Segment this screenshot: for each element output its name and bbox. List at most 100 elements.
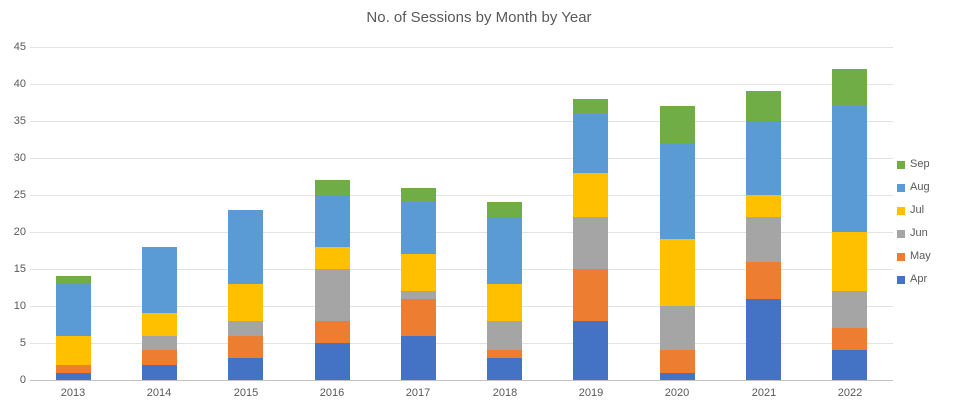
- bar-segment-2014-jul[interactable]: [142, 313, 177, 336]
- legend-item-aug[interactable]: Aug: [897, 176, 931, 199]
- legend-item-jun[interactable]: Jun: [897, 222, 931, 245]
- legend-item-apr[interactable]: Apr: [897, 268, 931, 291]
- bar-segment-2013-aug[interactable]: [56, 284, 91, 336]
- bar-segment-2014-may[interactable]: [142, 350, 177, 365]
- gridline: [30, 121, 893, 122]
- y-axis-tick-label: 30: [13, 152, 26, 164]
- bar-segment-2018-jul[interactable]: [487, 284, 522, 321]
- y-axis-tick-label: 25: [13, 189, 26, 201]
- bar-segment-2019-sep[interactable]: [573, 99, 608, 114]
- bar-segment-2022-sep[interactable]: [832, 69, 867, 106]
- bar-segment-2021-jun[interactable]: [746, 217, 781, 262]
- y-axis-tick-label: 40: [13, 78, 26, 90]
- bar-segment-2014-apr[interactable]: [142, 365, 177, 380]
- bar-segment-2015-apr[interactable]: [228, 358, 263, 380]
- bar-segment-2020-apr[interactable]: [660, 373, 695, 380]
- bar-segment-2017-jun[interactable]: [401, 291, 436, 299]
- legend-swatch-icon: [897, 206, 905, 215]
- gridline: [30, 84, 893, 85]
- bar-segment-2018-aug[interactable]: [487, 217, 522, 284]
- legend-swatch-icon: [897, 229, 905, 238]
- bar-segment-2015-aug[interactable]: [228, 210, 263, 284]
- gridline: [30, 343, 893, 344]
- bar-segment-2019-aug[interactable]: [573, 114, 608, 173]
- bar-segment-2019-jun[interactable]: [573, 217, 608, 269]
- bar-segment-2022-aug[interactable]: [832, 106, 867, 232]
- legend-label: Jun: [910, 227, 928, 239]
- bar-segment-2017-may[interactable]: [401, 299, 436, 336]
- x-axis-tick-label: 2014: [146, 387, 172, 399]
- bar-segment-2013-apr[interactable]: [56, 373, 91, 380]
- gridline: [30, 232, 893, 233]
- bar-segment-2021-jul[interactable]: [746, 195, 781, 217]
- gridline: [30, 195, 893, 196]
- bar-segment-2015-jul[interactable]: [228, 284, 263, 321]
- bar-segment-2016-may[interactable]: [315, 321, 350, 343]
- y-axis-tick-label: 35: [13, 115, 26, 127]
- bar-segment-2016-apr[interactable]: [315, 343, 350, 380]
- bar-segment-2018-may[interactable]: [487, 350, 522, 358]
- bar-segment-2019-jul[interactable]: [573, 173, 608, 217]
- bar-segment-2020-sep[interactable]: [660, 106, 695, 143]
- bar-segment-2017-apr[interactable]: [401, 336, 436, 380]
- bar-segment-2015-may[interactable]: [228, 336, 263, 358]
- bar-segment-2022-jul[interactable]: [832, 232, 867, 291]
- gridline: [30, 158, 893, 159]
- bar-segment-2013-may[interactable]: [56, 365, 91, 373]
- legend-swatch-icon: [897, 252, 905, 261]
- legend-swatch-icon: [897, 275, 905, 284]
- x-axis-tick-label: 2015: [233, 387, 259, 399]
- x-axis-tick-label: 2018: [492, 387, 518, 399]
- bar-segment-2015-jun[interactable]: [228, 321, 263, 336]
- bar-segment-2020-jul[interactable]: [660, 239, 695, 306]
- legend-label: Aug: [910, 181, 930, 193]
- bar-segment-2022-may[interactable]: [832, 328, 867, 350]
- bar-segment-2016-jul[interactable]: [315, 247, 350, 269]
- bar-segment-2016-sep[interactable]: [315, 180, 350, 195]
- bar-segment-2019-may[interactable]: [573, 269, 608, 321]
- bar-segment-2013-sep[interactable]: [56, 276, 91, 284]
- x-axis-tick-label: 2013: [60, 387, 86, 399]
- y-axis-tick-label: 5: [19, 337, 26, 349]
- legend-label: Apr: [910, 273, 928, 285]
- y-axis-tick-label: 45: [13, 41, 26, 53]
- bar-segment-2020-may[interactable]: [660, 350, 695, 373]
- legend: Sep Aug Jul Jun May Apr: [897, 153, 931, 291]
- bar-segment-2016-aug[interactable]: [315, 195, 350, 247]
- bar-segment-2019-apr[interactable]: [573, 321, 608, 380]
- x-axis-tick-label: 2017: [405, 387, 431, 399]
- bar-segment-2021-may[interactable]: [746, 262, 781, 299]
- bar-segment-2018-jun[interactable]: [487, 321, 522, 350]
- bar-segment-2014-jun[interactable]: [142, 336, 177, 350]
- legend-swatch-icon: [897, 160, 905, 169]
- x-axis-line: [30, 380, 893, 381]
- bar-segment-2021-apr[interactable]: [746, 299, 781, 380]
- bar-segment-2021-sep[interactable]: [746, 91, 781, 121]
- gridline: [30, 306, 893, 307]
- y-axis-tick-label: 0: [19, 374, 26, 386]
- bar-segment-2022-apr[interactable]: [832, 350, 867, 380]
- legend-item-jul[interactable]: Jul: [897, 199, 931, 222]
- bar-segment-2022-jun[interactable]: [832, 291, 867, 328]
- bar-segment-2017-aug[interactable]: [401, 202, 436, 254]
- x-axis-tick-label: 2016: [319, 387, 345, 399]
- bar-segment-2014-aug[interactable]: [142, 247, 177, 313]
- gridline: [30, 269, 893, 270]
- bar-segment-2013-jul[interactable]: [56, 336, 91, 365]
- bar-segment-2020-jun[interactable]: [660, 306, 695, 350]
- legend-item-may[interactable]: May: [897, 245, 931, 268]
- y-axis-tick-label: 15: [13, 263, 26, 275]
- bar-segment-2021-aug[interactable]: [746, 121, 781, 195]
- x-axis-tick-label: 2022: [837, 387, 863, 399]
- bar-segment-2016-jun[interactable]: [315, 269, 350, 321]
- legend-label: Jul: [910, 204, 925, 216]
- bar-segment-2017-jul[interactable]: [401, 254, 436, 291]
- x-axis-tick-label: 2021: [751, 387, 777, 399]
- bar-segment-2017-sep[interactable]: [401, 188, 436, 202]
- bar-segment-2018-sep[interactable]: [487, 202, 522, 217]
- legend-item-sep[interactable]: Sep: [897, 153, 931, 176]
- bar-segment-2018-apr[interactable]: [487, 358, 522, 380]
- legend-label: May: [910, 250, 931, 262]
- legend-label: Sep: [910, 158, 930, 170]
- bar-segment-2020-aug[interactable]: [660, 143, 695, 239]
